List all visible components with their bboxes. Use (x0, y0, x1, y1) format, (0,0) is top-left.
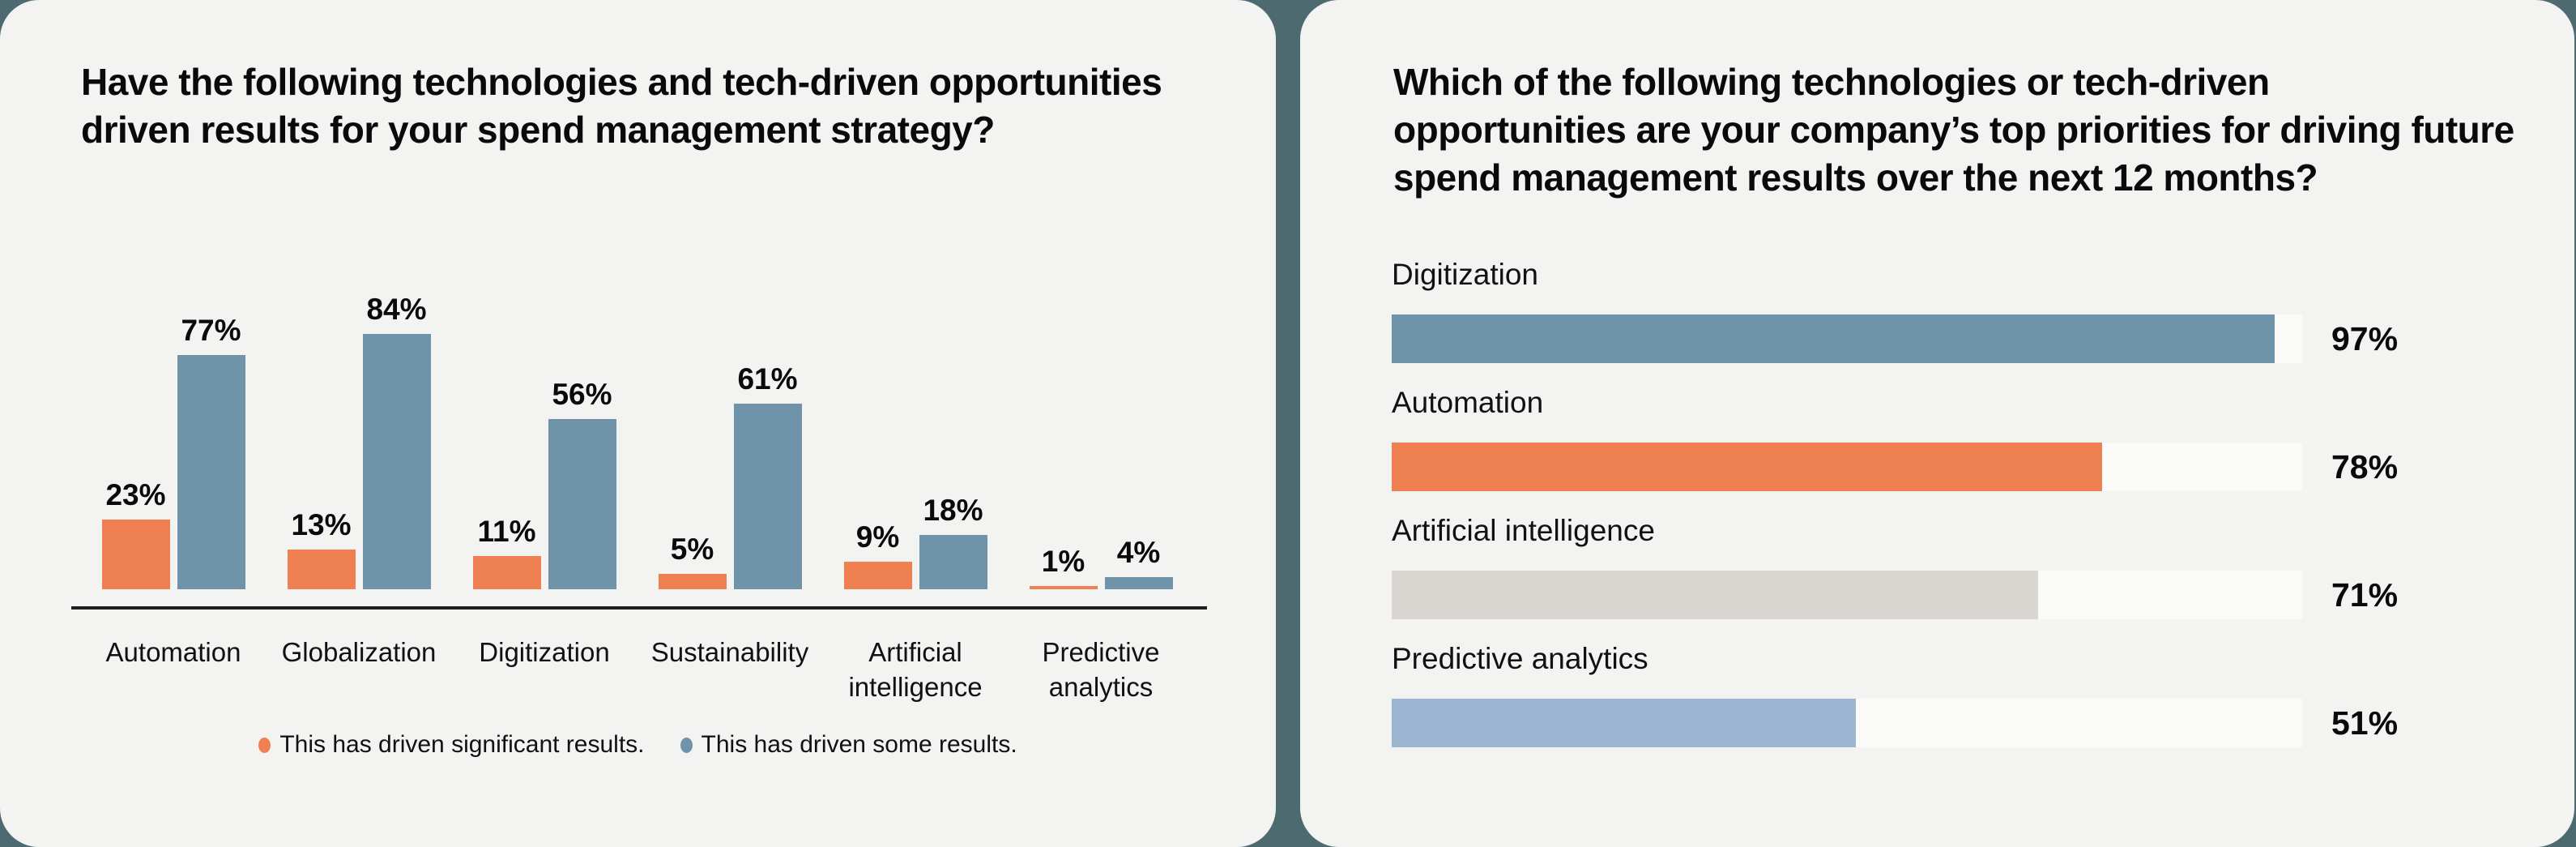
bar-track-digitization (1392, 314, 2302, 363)
bar-automation-significant (101, 519, 170, 589)
bar-track-automation (1392, 443, 2302, 491)
bar-value-automation: 78% (2331, 448, 2399, 486)
bar-value-digitization: 97% (2331, 320, 2399, 357)
legend-item-significant: This has driven significant results. (258, 731, 645, 759)
bar-group-automation: 23% 77% (101, 276, 245, 589)
bar-track-artificial-intelligence (1392, 571, 2302, 619)
bar-fill-predictive-analytics (1392, 699, 1856, 747)
value-label: 13% (291, 508, 352, 542)
bar-row-label-digitization: Digitization (1392, 258, 1538, 291)
title-line: spend management results over the next 1… (1393, 156, 2318, 199)
bar-column-predictive-analytics-significant: 1% (1029, 276, 1098, 589)
bar-group-digitization: 11% 56% (472, 276, 616, 589)
legend-swatch-significant (258, 737, 271, 753)
legend-label-significant: This has driven significant results. (279, 731, 645, 758)
priorities-chart-panel: Which of the following technologies or t… (1300, 0, 2574, 847)
bar-row-label-automation: Automation (1392, 386, 1544, 419)
title-line: Which of the following technologies or t… (1393, 61, 2270, 103)
bar-row-label-artificial-intelligence: Artificial intelligence (1392, 514, 1655, 547)
value-label: 9% (855, 520, 900, 554)
grouped-bar-chart-plot: 23% 77% 13% 84% 11% 56% 5% 61% 9% 18% 1% 4% (0, 276, 1276, 589)
value-label: 56% (552, 378, 612, 411)
category-label-artificial-intelligence: Artificial intelligence (848, 637, 983, 702)
bar-row-digitization: Digitization 97% (1392, 256, 2574, 363)
category-label-automation: Automation (105, 637, 241, 667)
bar-group-sustainability: 5% 61% (658, 276, 802, 589)
bar-row-automation: Automation 78% (1392, 384, 2574, 491)
bar-row-label-predictive-analytics: Predictive analytics (1392, 642, 1648, 675)
bar-predictive-analytics-significant (1029, 586, 1098, 589)
value-label: 18% (923, 493, 983, 527)
bar-group-globalization: 13% 84% (287, 276, 431, 589)
horizontal-bar-chart: Digitization 97% Automation 78% Artificial i… (1392, 256, 2574, 823)
results-chart-panel: Have the following technologies and tech… (0, 0, 1276, 847)
bar-digitization-some (548, 419, 616, 589)
legend-swatch-some (680, 737, 693, 753)
value-label: 77% (181, 314, 241, 348)
value-label: 23% (105, 477, 166, 511)
category-label-sustainability: Sustainability (650, 637, 809, 667)
title-line: driven results for your spend management… (81, 109, 995, 151)
value-label: 61% (737, 362, 798, 396)
bar-column-automation-significant: 23% (101, 276, 170, 589)
bar-predictive-analytics-some (1104, 577, 1173, 589)
value-label: 11% (477, 514, 536, 548)
bar-column-artificial-intelligence-some: 18% (919, 276, 987, 589)
bar-globalization-significant (287, 550, 356, 589)
value-label: 4% (1116, 536, 1161, 569)
value-label: 5% (670, 533, 714, 567)
bar-fill-automation (1392, 443, 2102, 491)
bar-group-predictive-analytics: 1% 4% (1029, 276, 1173, 589)
bar-fill-artificial-intelligence (1392, 571, 2038, 619)
right-chart-title: Which of the following technologies or t… (1393, 58, 2560, 202)
bar-column-artificial-intelligence-significant: 9% (843, 276, 912, 589)
value-label: 84% (366, 293, 427, 326)
bar-column-digitization-significant: 11% (472, 276, 541, 589)
bar-sustainability-some (733, 404, 802, 589)
left-chart-title: Have the following technologies and tech… (81, 58, 1231, 154)
category-label-globalization: Globalization (281, 637, 437, 667)
bar-column-sustainability-some: 61% (733, 276, 802, 589)
title-line: Have the following technologies and tech… (81, 61, 1162, 103)
bar-fill-digitization (1392, 314, 2275, 363)
bar-artificial-intelligence-some (919, 534, 987, 589)
bar-digitization-significant (472, 555, 541, 589)
bar-row-artificial-intelligence: Artificial intelligence 71% (1392, 512, 2574, 619)
bar-track-predictive-analytics (1392, 699, 2302, 747)
bar-artificial-intelligence-significant (843, 562, 912, 589)
x-axis-line (71, 606, 1207, 610)
bar-column-globalization-significant: 13% (287, 276, 356, 589)
bar-automation-some (177, 355, 245, 589)
bar-globalization-some (362, 334, 431, 589)
category-label-digitization: Digitization (479, 637, 610, 667)
bar-column-predictive-analytics-some: 4% (1104, 276, 1173, 589)
legend: This has driven significant results. Thi… (41, 731, 1235, 759)
legend-item-some: This has driven some results. (680, 731, 1017, 759)
bar-value-artificial-intelligence: 71% (2331, 576, 2399, 614)
bar-column-automation-some: 77% (177, 276, 245, 589)
bar-column-digitization-some: 56% (548, 276, 616, 589)
title-line: opportunities are your company’s top pri… (1393, 109, 2514, 151)
bar-group-artificial-intelligence: 9% 18% (843, 276, 987, 589)
legend-label-some: This has driven some results. (701, 731, 1017, 758)
bar-row-predictive-analytics: Predictive analytics 51% (1392, 640, 2574, 747)
bar-column-globalization-some: 84% (362, 276, 431, 589)
bar-value-predictive-analytics: 51% (2331, 704, 2399, 742)
bar-sustainability-significant (658, 574, 727, 589)
value-label: 1% (1041, 545, 1085, 579)
bar-column-sustainability-significant: 5% (658, 276, 727, 589)
category-label-predictive-analytics: Predictive analytics (1042, 637, 1160, 702)
